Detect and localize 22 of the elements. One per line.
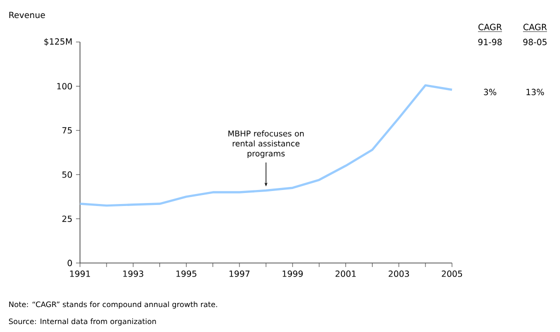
x-tick-label: 2003: [388, 270, 409, 277]
text: 98-05: [523, 38, 547, 46]
y-tick-label: 0: [68, 260, 72, 266]
text: 91-98: [478, 38, 502, 46]
text: CAGR: [478, 24, 502, 30]
y-tick-label: 100: [57, 83, 72, 90]
text: 13%: [526, 88, 544, 96]
y-axis-title: Revenue: [9, 12, 45, 18]
text: CAGR: [523, 24, 547, 30]
x-tick-label: 1993: [123, 270, 144, 277]
text: 3%: [484, 88, 496, 96]
y-tick-label: $125M: [44, 38, 72, 46]
y-tick-label: 50: [62, 171, 72, 178]
y-tick-label: 75: [62, 127, 72, 134]
x-tick-label: 1997: [230, 270, 250, 277]
x-tick-label: 1991: [70, 270, 90, 277]
line-series: [78, 84, 454, 207]
x-tick-label: 2005: [442, 270, 462, 277]
y-tick-label: 25: [62, 216, 72, 222]
x-tick-label: 1995: [176, 270, 196, 277]
x-tick-label: 2001: [336, 270, 356, 277]
x-tick-label: 1999: [282, 270, 303, 277]
